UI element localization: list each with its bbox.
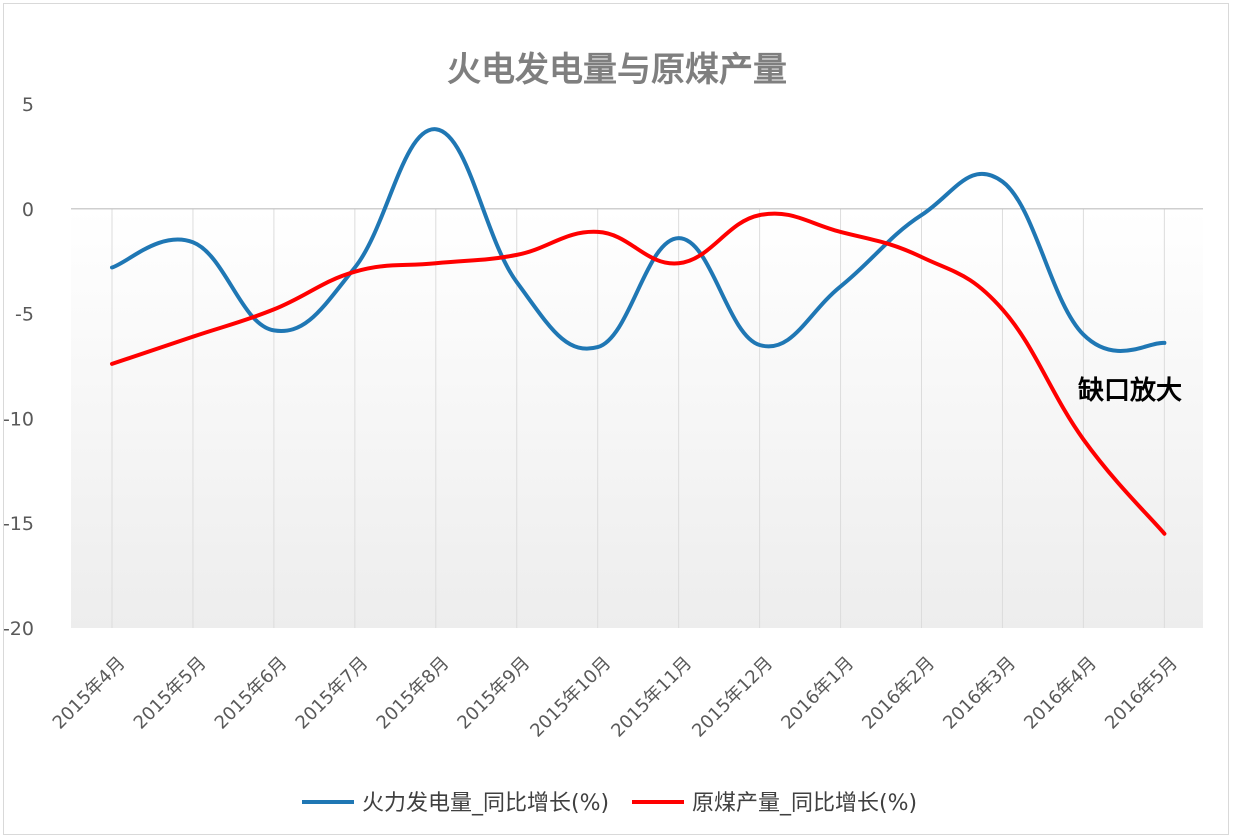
y-tick-label: -20 <box>4 618 34 640</box>
x-tick-label: 2016年1月 <box>777 653 858 734</box>
y-tick-label: -15 <box>4 513 34 535</box>
x-tick-label: 2015年12月 <box>688 653 777 742</box>
plot-area <box>71 208 1203 629</box>
y-tick-label: 0 <box>22 199 34 221</box>
x-tick-label: 2015年6月 <box>211 653 292 734</box>
series-line-1 <box>110 127 1167 353</box>
x-tick-label: 2016年3月 <box>939 653 1020 734</box>
x-tick-label: 2016年5月 <box>1101 653 1182 734</box>
series-lines <box>110 127 1167 536</box>
x-tick-label: 2016年2月 <box>858 653 939 734</box>
x-tick-label: 2015年5月 <box>130 653 211 734</box>
chart-title: 火电发电量与原煤产量 <box>447 50 787 90</box>
x-tick-label: 2015年4月 <box>49 653 130 734</box>
x-tick-label: 2015年11月 <box>607 653 696 742</box>
y-tick-label: -5 <box>15 304 34 326</box>
x-tick-label: 2015年8月 <box>373 653 454 734</box>
x-tick-label: 2016年4月 <box>1020 653 1101 734</box>
x-tick-label: 2015年7月 <box>292 653 373 734</box>
legend-label-2: 原煤产量_同比增长(%) <box>692 791 917 816</box>
y-axis-ticks: 5 0 -5 -10 -15 -20 <box>4 94 34 640</box>
x-axis-ticks: 2015年4月 2015年5月 2015年6月 2015年7月 2015年8月 2015年… <box>49 653 1182 742</box>
legend: 火力发电量_同比增长(%) 原煤产量_同比增长(%) <box>302 791 917 816</box>
y-tick-label: 5 <box>22 94 34 116</box>
gridlines <box>111 208 1165 628</box>
annotation-gap-widening: 缺口放大 <box>1078 375 1182 406</box>
x-tick-label: 2015年10月 <box>526 653 615 742</box>
legend-label-1: 火力发电量_同比增长(%) <box>362 791 609 816</box>
series-line-2 <box>110 211 1167 536</box>
x-tick-label: 2015年9月 <box>453 653 534 734</box>
y-tick-label: -10 <box>4 408 34 430</box>
line-chart: 火电发电量与原煤产量 50-5-10-15-20 2015年4月 2015年5月 2… <box>4 50 1203 816</box>
chart-frame: 火电发电量与原煤产量 5 0 -5 -10 -15 -20 2015年4月 2015年5月 2… <box>3 3 1229 835</box>
